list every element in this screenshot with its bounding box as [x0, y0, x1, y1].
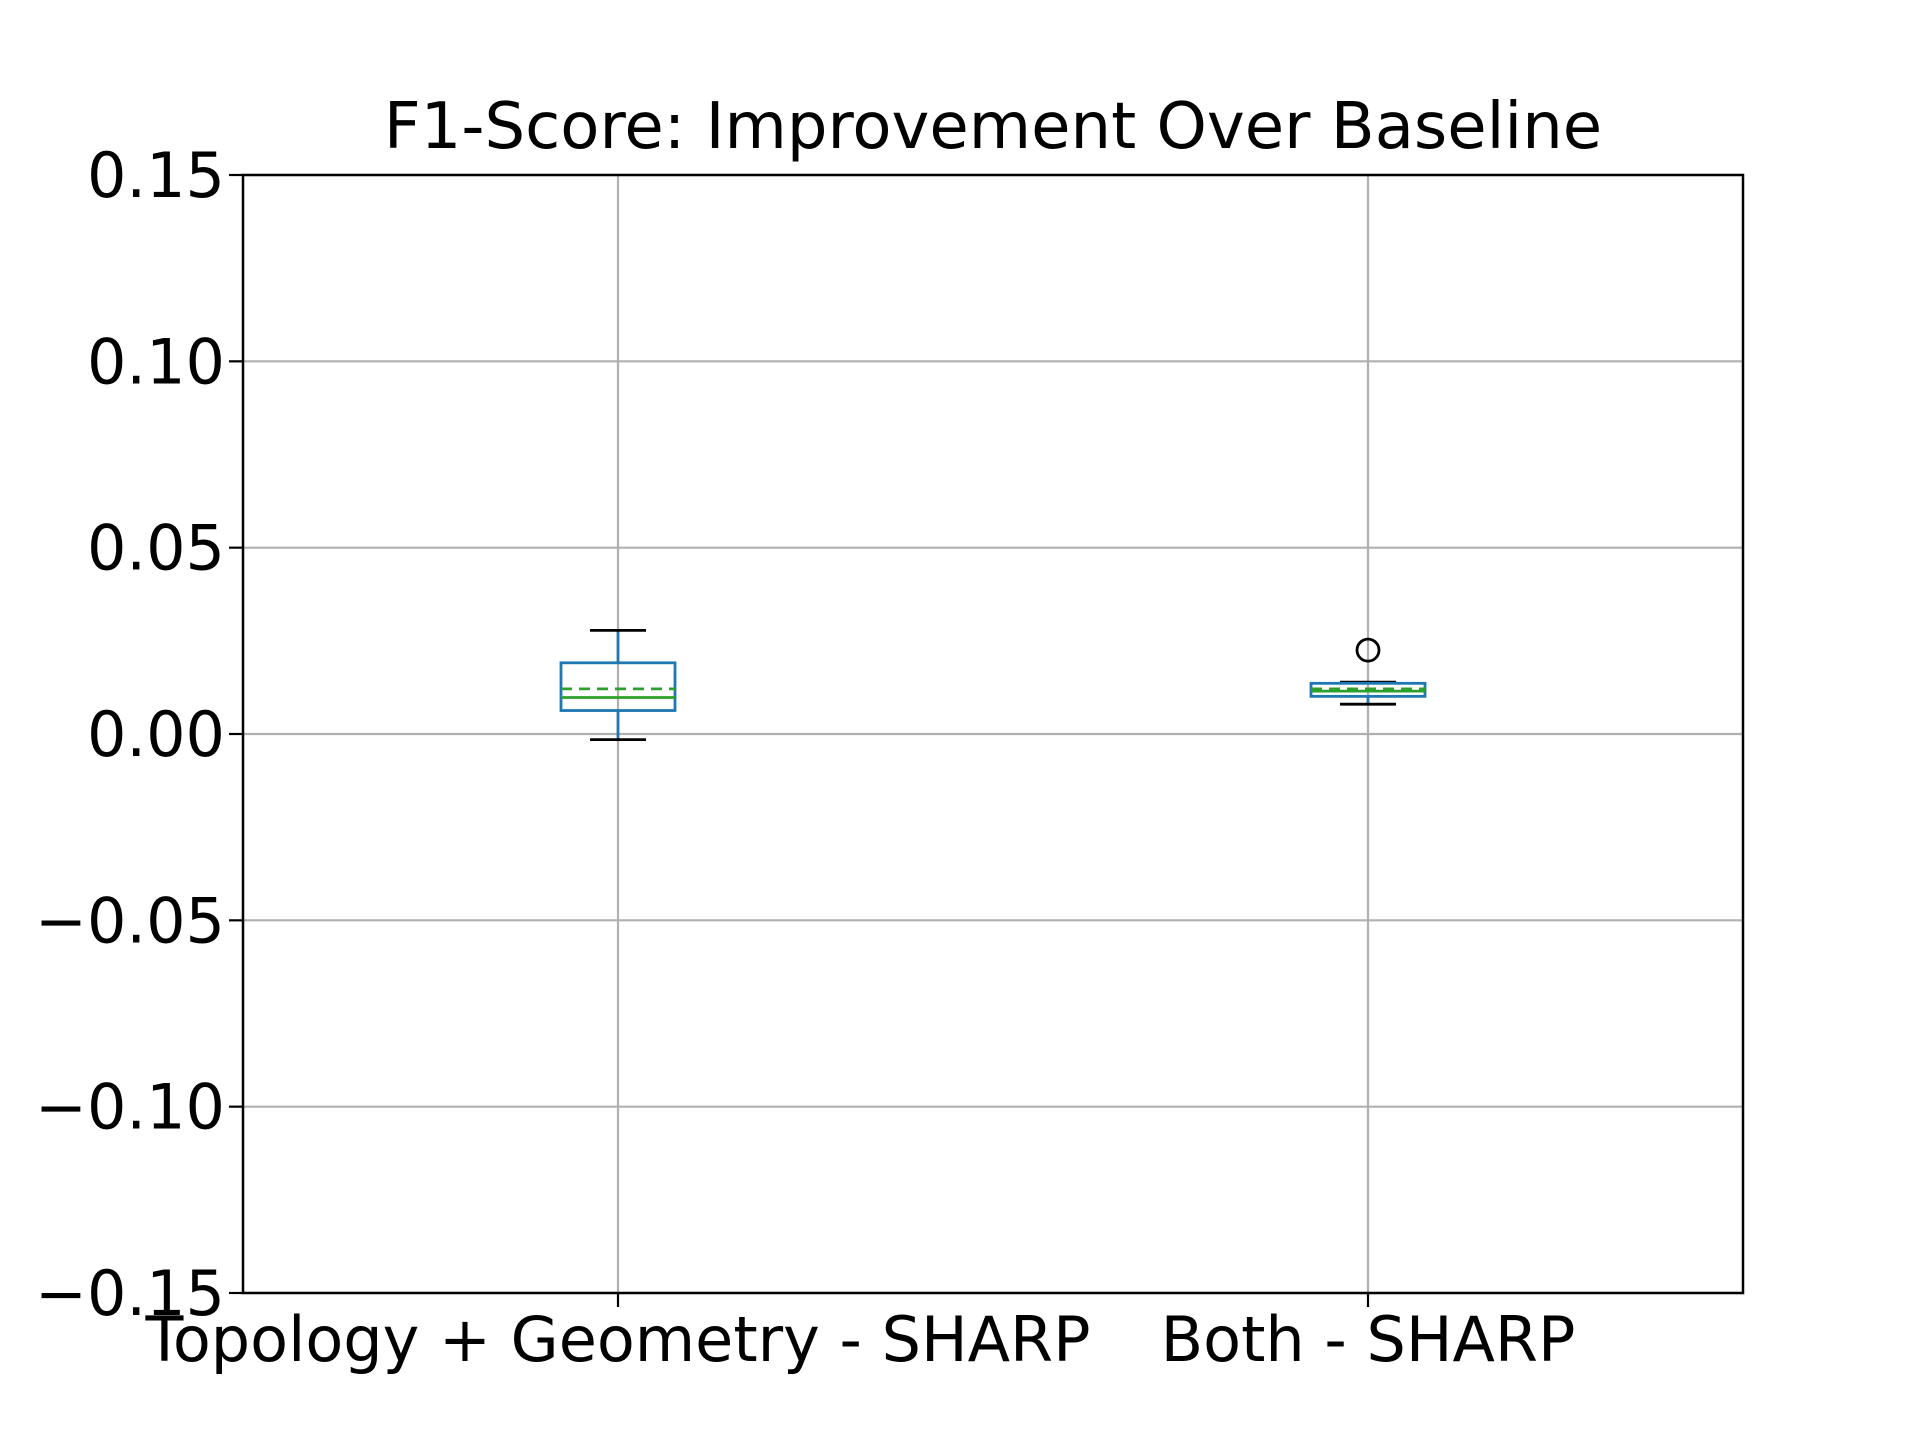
y-axis-ticks: −0.15 −0.10 −0.05 0.00 0.05 0.10 0.15 [35, 139, 243, 1330]
y-tick-label: 0.15 [87, 139, 225, 212]
iqr-box [559, 661, 677, 712]
y-tick-label: −0.15 [35, 1257, 225, 1330]
y-tick-label: 0.10 [87, 325, 225, 398]
outlier-point [1355, 637, 1381, 663]
y-tick-label: 0.00 [87, 698, 225, 771]
y-tick-label: 0.05 [87, 512, 225, 585]
boxes-layer [559, 628, 1427, 741]
x-tick-label: Both - SHARP [1161, 1303, 1576, 1376]
x-tick-label: Topology + Geometry - SHARP [145, 1303, 1091, 1376]
y-tick-label: −0.10 [35, 1071, 225, 1144]
x-axis-ticks: Topology + Geometry - SHARP Both - SHARP [145, 1293, 1576, 1376]
chart-title: F1-Score: Improvement Over Baseline [384, 90, 1602, 164]
y-tick-label: −0.05 [35, 884, 225, 957]
